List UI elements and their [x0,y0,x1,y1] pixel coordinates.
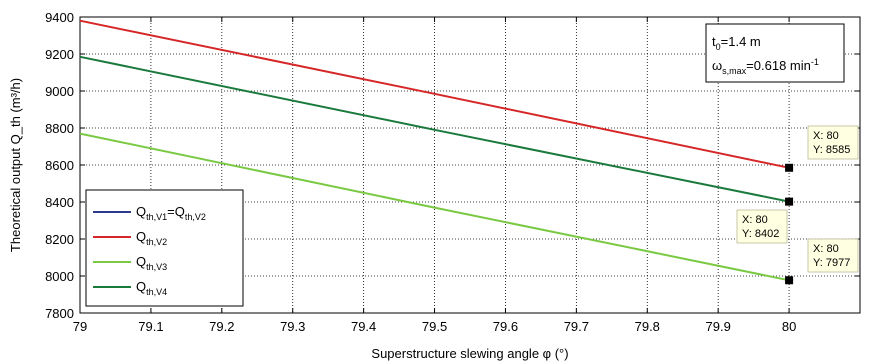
x-tick-label: 79.9 [706,319,731,334]
datatip-box-2 [807,238,859,273]
datatip-marker-0 [785,163,794,172]
info-t-main: t [712,34,716,49]
series-line-3 [79,55,790,203]
y-axis-label: Theoretical output Q_th (m³/h) [8,78,23,252]
ticks [79,16,860,314]
x-axis-label: Superstructure slewing angle φ (°) [371,346,568,361]
datatip-box-0 [807,125,859,160]
y-tick-label: 8400 [45,195,74,210]
legend: Qth,V1=Qth,V2 Qth,V2 Qth,V3 Qth,V4 [85,189,244,307]
datatip-x-2: X: 80 [813,243,839,255]
y-tick-label: 9400 [45,10,74,25]
y-tick-labels: 7800 8000 8200 8400 8600 8800 9000 9200 9400 [45,10,74,321]
y-tick-label: 8000 [45,269,74,284]
datatip-marker-1 [785,197,794,206]
datatip-y-2: Y: 7977 [813,257,850,269]
y-tick-label: 7800 [45,306,74,321]
x-tick-label: 79.3 [280,319,305,334]
x-tick-label: 80 [782,319,796,334]
x-tick-label: 79.1 [138,319,163,334]
datatip-marker-2 [785,276,794,285]
legend-label-1: Qth,V2 [136,229,167,247]
x-tick-label: 79.8 [635,319,660,334]
legend-label-0: Qth,V1=Qth,V2 [136,204,206,222]
y-tick-label: 8800 [45,121,74,136]
info-line-t0: t0=1.4 m [712,34,761,52]
info-box-frame [705,23,845,83]
series-lines [79,19,790,282]
info-t-rest: =1.4 m [721,34,761,49]
datatips: X: 80 Y: 8585 X: 80 Y: 8402 X: 80 Y: 7977 [736,125,859,285]
legend-label-2: Qth,V3 [136,254,167,272]
y-tick-label: 8600 [45,158,74,173]
datatip-y-1: Y: 8402 [742,228,779,240]
info-box: t0=1.4 m ωs,max=0.618 min-1 [705,23,845,83]
legend-items: Qth,V1=Qth,V2 Qth,V2 Qth,V3 Qth,V4 [93,204,206,297]
datatip-y-0: Y: 8585 [813,144,850,156]
datatip-box-1 [736,209,788,244]
series-line-1 [79,19,790,169]
series-line-2 [79,132,790,282]
y-tick-label: 8200 [45,232,74,247]
info-omega-sup: -1 [811,57,819,67]
x-tick-label: 79.7 [564,319,589,334]
info-line-omega: ωs,max=0.618 min-1 [712,57,819,76]
y-tick-label: 9200 [45,47,74,62]
x-tick-label: 79.5 [422,319,447,334]
x-tick-label: 79.2 [209,319,234,334]
x-tick-label: 79.4 [351,319,376,334]
x-tick-labels: 79 79.1 79.2 79.3 79.4 79.5 79.6 79.7 79.8 79.9 80 [73,319,797,334]
x-tick-label: 79 [73,319,87,334]
info-omega-main: ω [712,58,722,73]
datatip-x-0: X: 80 [813,130,839,142]
legend-label-3: Qth,V4 [136,279,167,297]
info-omega-rest: =0.618 min [746,58,811,73]
y-tick-label: 9000 [45,84,74,99]
info-omega-sub: s,max [722,66,747,76]
info-t-sub: 0 [716,42,721,52]
x-tick-label: 79.6 [493,319,518,334]
datatip-x-1: X: 80 [742,214,768,226]
